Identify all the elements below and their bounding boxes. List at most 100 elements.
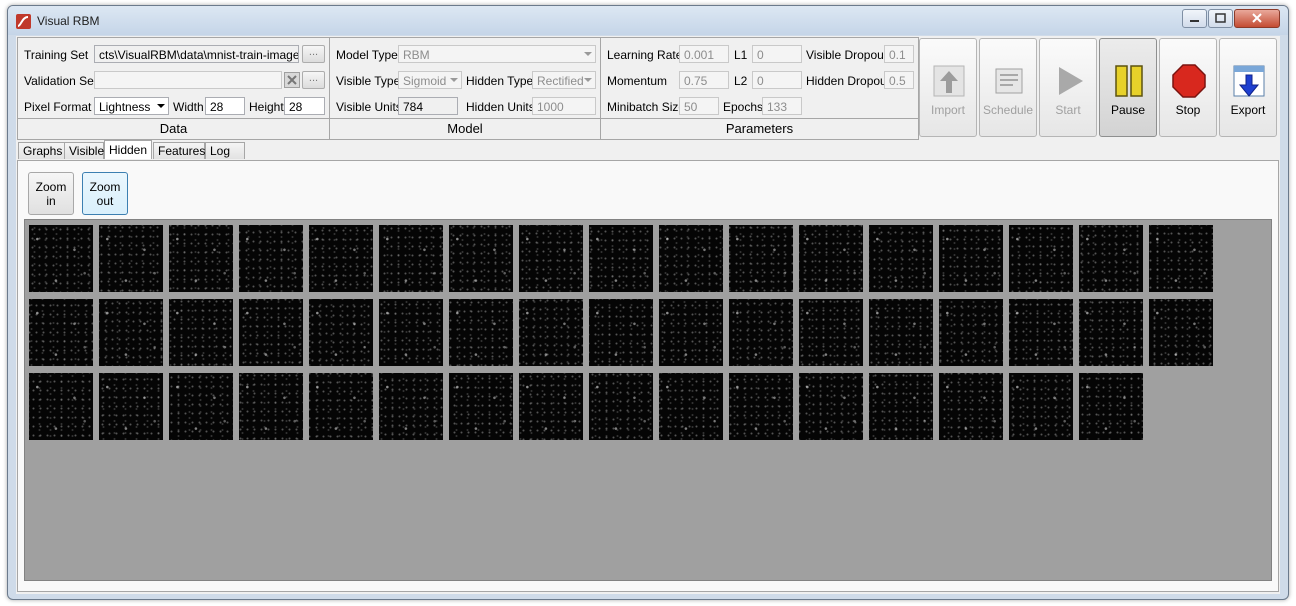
hidden-unit-tile [729,299,793,366]
hidden-unit-tile [589,225,653,292]
window-title: Visual RBM [37,14,100,28]
hidden-type-select[interactable]: Rectified [532,71,596,89]
zoom-out-button[interactable]: Zoom out [82,172,128,215]
visible-type-label: Visible Type [336,74,401,88]
visible-dropout-label: Visible Dropout [806,48,888,62]
title-bar: Visual RBM [8,6,1288,35]
start-button[interactable]: Start [1039,38,1097,137]
tab-visible[interactable]: Visible [64,142,104,159]
hidden-units-label: Hidden Units [466,100,535,114]
hidden-unit-tile [239,225,303,292]
hidden-unit-tile [1079,299,1143,366]
hidden-unit-tile [939,373,1003,440]
learning-rate-label: Learning Rate [607,48,683,62]
visible-type-value: Sigmoid [403,74,447,88]
hidden-unit-tile [449,373,513,440]
zoom-in-button[interactable]: Zoom in [28,172,74,215]
pause-icon [1115,65,1143,97]
minibatch-size-input[interactable]: 50 [679,97,719,115]
hidden-unit-tile [869,373,933,440]
validation-set-browse-button[interactable]: ... [302,71,325,89]
l1-input[interactable]: 0 [752,45,802,63]
tab-features[interactable]: Features [153,142,205,159]
l2-input[interactable]: 0 [752,71,802,89]
hidden-unit-tile [379,225,443,292]
l2-label: L2 [734,74,748,88]
height-input[interactable]: 28 [284,97,325,115]
hidden-type-label: Hidden Type [466,74,534,88]
schedule-icon [995,68,1023,94]
hidden-tab-panel: Zoom in Zoom out [17,160,1279,592]
hidden-unit-tile [519,225,583,292]
tab-hidden[interactable]: Hidden [104,140,152,159]
hidden-unit-tile [239,373,303,440]
play-icon [1059,67,1083,95]
hidden-unit-tile [309,373,373,440]
momentum-label: Momentum [607,74,668,88]
stop-label: Stop [1175,103,1201,117]
hidden-unit-tile [449,225,513,292]
width-label: Width [173,100,204,114]
stop-button[interactable]: Stop [1159,38,1217,137]
import-icon [933,65,965,97]
training-set-field[interactable]: cts\VisualRBM\data\mnist-train-images.id… [94,45,299,63]
visible-type-select[interactable]: Sigmoid [398,71,462,89]
tab-log[interactable]: Log [205,142,245,159]
hidden-unit-tile [659,299,723,366]
momentum-input[interactable]: 0.75 [679,71,729,89]
export-button[interactable]: Export [1219,38,1277,137]
hidden-unit-tile [99,373,163,440]
hidden-unit-tile [659,373,723,440]
minimize-button[interactable] [1182,9,1207,28]
pixel-format-select[interactable]: Lightness [94,97,169,115]
clear-validation-icon[interactable] [284,72,300,88]
import-button[interactable]: Import [919,38,977,137]
width-input[interactable]: 28 [205,97,245,115]
hidden-unit-tile [99,299,163,366]
main-window: Visual RBM Training Set cts\VisualRBM\da… [7,5,1289,600]
tab-graphs[interactable]: Graphs [18,142,65,159]
schedule-label: Schedule [982,103,1034,117]
validation-set-field[interactable] [94,71,282,89]
data-group: Training Set cts\VisualRBM\data\mnist-tr… [17,37,330,140]
hidden-unit-tile [1079,373,1143,440]
close-button[interactable] [1234,9,1280,28]
pause-button[interactable]: Pause [1099,38,1157,137]
visible-dropout-input[interactable]: 0.1 [884,45,914,63]
hidden-unit-tile [519,373,583,440]
training-set-browse-button[interactable]: ... [302,45,325,63]
hidden-unit-tile [799,373,863,440]
export-label: Export [1230,103,1266,117]
chevron-down-icon [584,52,592,56]
hidden-dropout-input[interactable]: 0.5 [884,71,914,89]
hidden-unit-tile [659,225,723,292]
hidden-unit-tile [239,299,303,366]
model-group: Model Type RBM Visible Type Sigmoid Hidd… [329,37,601,140]
data-group-title: Data [18,118,329,139]
hidden-unit-tile [869,299,933,366]
export-icon [1233,65,1265,97]
learning-rate-input[interactable]: 0.001 [679,45,729,63]
hidden-unit-tile [799,225,863,292]
chevron-down-icon [450,78,458,82]
hidden-units-grid [24,219,1272,581]
visible-units-field[interactable]: 784 [398,97,458,115]
schedule-button[interactable]: Schedule [979,38,1037,137]
model-type-select[interactable]: RBM [398,45,596,63]
hidden-unit-tile [379,373,443,440]
hidden-unit-tile [1009,225,1073,292]
maximize-button[interactable] [1208,9,1233,28]
app-logo-icon [16,14,31,29]
pixel-format-label: Pixel Format [24,100,92,114]
hidden-unit-tile [1009,373,1073,440]
training-set-label: Training Set [24,48,89,62]
model-type-label: Model Type [336,48,398,62]
hidden-units-field[interactable]: 1000 [532,97,596,115]
hidden-unit-tile [29,373,93,440]
epochs-field[interactable]: 133 [762,97,802,115]
import-label: Import [930,103,965,117]
hidden-unit-tile [29,225,93,292]
stop-icon [1172,64,1206,98]
epochs-label: Epochs [723,100,764,114]
hidden-unit-tile [379,299,443,366]
